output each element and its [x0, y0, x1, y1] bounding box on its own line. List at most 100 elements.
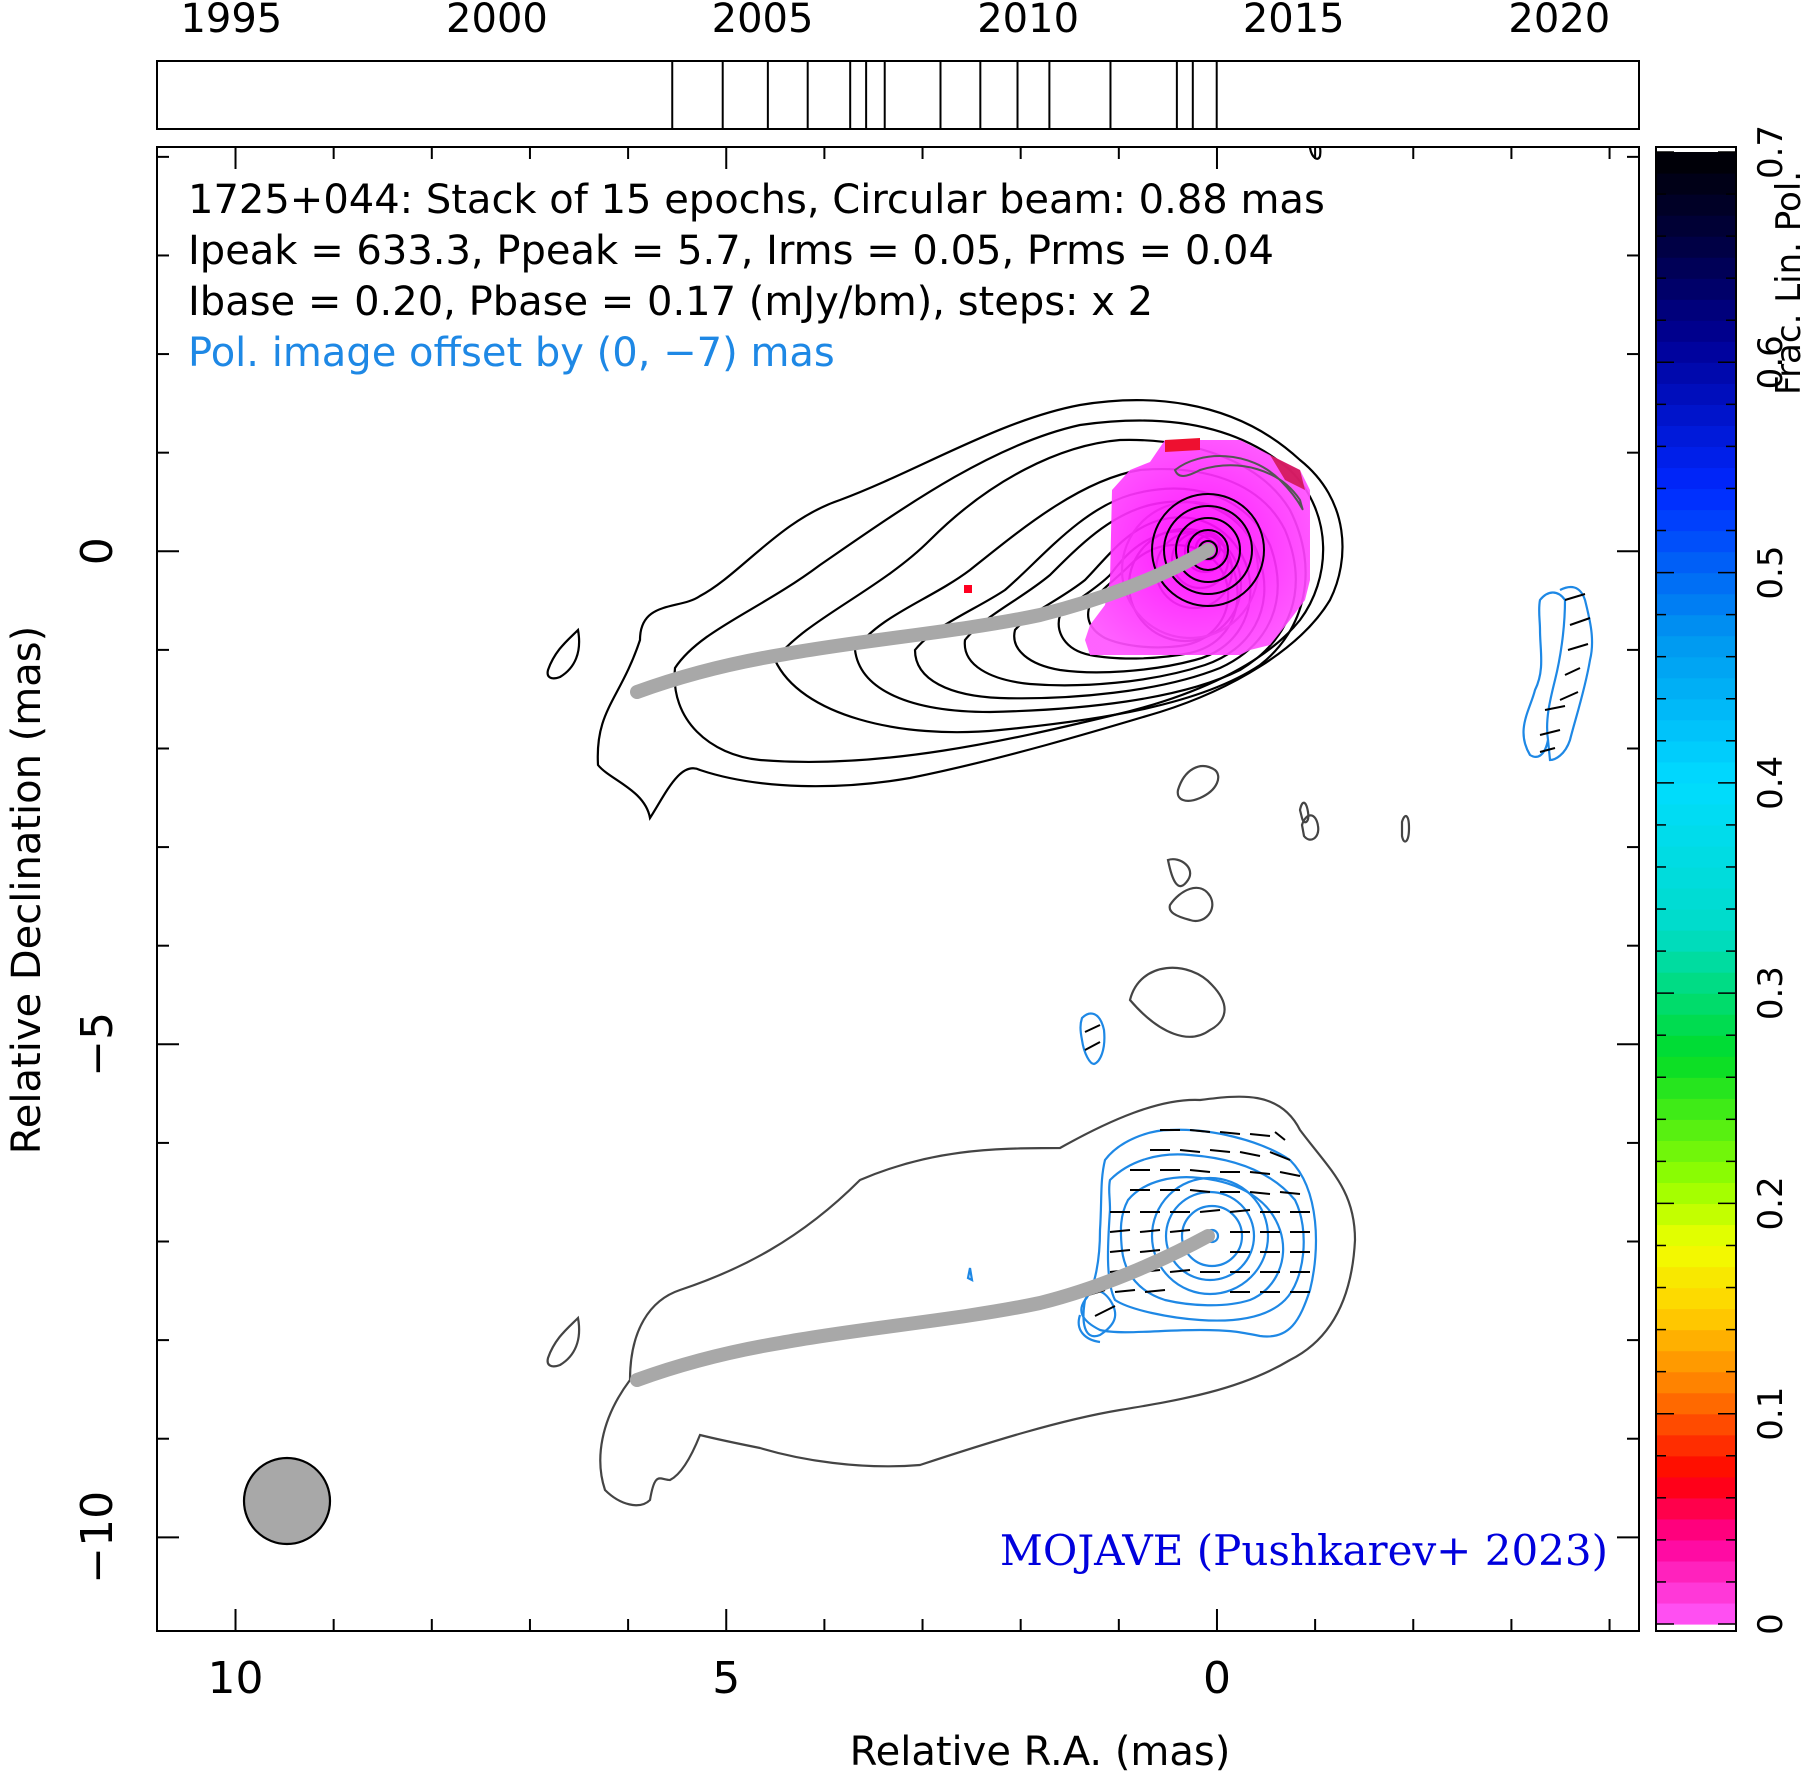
evpa-tick	[1239, 1151, 1261, 1157]
colorbar-strip	[1656, 257, 1736, 279]
colorbar-strip	[1656, 1203, 1736, 1226]
colorbar-tick-label: 0.1	[1751, 1387, 1791, 1441]
evpa-tick	[1209, 1149, 1231, 1153]
colorbar-strip	[1656, 404, 1736, 426]
colorbar-strip	[1656, 1518, 1736, 1541]
plot-frame	[156, 146, 1640, 1632]
colorbar-strip	[1656, 1077, 1736, 1099]
core-contours-overlay	[1151, 455, 1304, 607]
colorbar-strip	[1656, 1056, 1736, 1078]
epoch-tick-label: 2015	[1243, 0, 1345, 42]
colorbar-tick-label: 0.4	[1751, 756, 1791, 810]
pol-contour	[966, 1267, 974, 1282]
x-ticks: 10 5 0	[208, 147, 1611, 1704]
evpa-tick	[1189, 1189, 1211, 1193]
x-tick-label: 10	[208, 1653, 264, 1704]
intensity-contour	[1128, 966, 1226, 1038]
title-line-3: Ibase = 0.20, Pbase = 0.17 (mJy/bm), ste…	[188, 279, 1153, 325]
title-line-1: 1725+044: Stack of 15 epochs, Circular b…	[188, 177, 1325, 223]
colorbar-strip	[1656, 509, 1736, 532]
epoch-box	[156, 60, 1640, 130]
colorbar-strip	[1656, 1371, 1736, 1394]
colorbar-strip	[1656, 1014, 1736, 1036]
colorbar-strip	[1656, 1182, 1736, 1205]
intensity-contour	[1400, 814, 1411, 843]
epoch-lines	[671, 61, 1218, 129]
colorbar-tick-label: 0.5	[1751, 546, 1791, 600]
colorbar-gradient	[1656, 152, 1736, 1625]
colorbar-strip	[1656, 173, 1736, 195]
ridgeline-lower	[630, 1229, 1215, 1387]
x-tick-label: 0	[1203, 1653, 1231, 1704]
evpa-tick	[1169, 1229, 1191, 1233]
colorbar-strip	[1656, 341, 1736, 363]
fractional-pol-edge	[1165, 438, 1200, 452]
evpa-tick	[1279, 1171, 1301, 1177]
intensity-contour	[599, 1095, 1357, 1507]
evpa-tick	[1564, 667, 1581, 676]
colorbar-strip	[1656, 299, 1736, 321]
colorbar-strip	[1656, 1392, 1736, 1415]
colorbar-strip	[1656, 866, 1736, 889]
intensity-contour	[596, 399, 1344, 821]
evpa-tick	[1094, 1305, 1116, 1317]
colorbar-strip	[1656, 1266, 1736, 1289]
colorbar-strip	[1656, 236, 1736, 258]
colorbar-strip	[1656, 993, 1736, 1015]
colorbar-strip	[1656, 740, 1736, 763]
colorbar-strip	[1656, 425, 1736, 447]
colorbar-strip	[1656, 1140, 1736, 1162]
intensity-contour	[546, 1315, 581, 1368]
colorbar-strip	[1656, 1539, 1736, 1562]
pol-contour	[1150, 1176, 1270, 1296]
colorbar-tick-label: 0	[1751, 1613, 1791, 1635]
colorbar-strip	[1656, 635, 1736, 658]
pol-contour	[1079, 1012, 1106, 1066]
pol-contour	[1077, 1314, 1101, 1344]
y-tick-label: 0	[72, 537, 123, 565]
colorbar-strip	[1656, 1350, 1736, 1373]
colorbar-strip	[1656, 888, 1736, 910]
colorbar-strip	[1656, 761, 1736, 784]
colorbar-strip	[1656, 1560, 1736, 1583]
evpa-tick	[1564, 593, 1586, 601]
evpa-tick	[1139, 1249, 1161, 1253]
colorbar-strip	[1656, 194, 1736, 216]
colorbar-strip	[1656, 698, 1736, 721]
intensity-contour	[1187, 529, 1229, 571]
epoch-tick-label: 1995	[180, 0, 282, 42]
colorbar-strip	[1656, 320, 1736, 342]
evpa-tick	[1274, 1131, 1286, 1141]
colorbar-strip	[1656, 1476, 1736, 1499]
evpa-tick	[1249, 1133, 1271, 1137]
evpa-tick	[1114, 1289, 1136, 1293]
epoch-tick-label: 2000	[446, 0, 548, 42]
evpa-tick	[1269, 1151, 1291, 1161]
evpa-tick	[1539, 729, 1561, 736]
pol-contour	[1522, 591, 1567, 758]
fractional-pol-edge	[1270, 455, 1305, 490]
evpa-tick	[1199, 1209, 1221, 1213]
colorbar-strip	[1656, 972, 1736, 994]
colorbar-label: Frac. Lin. Pol.	[1769, 171, 1809, 395]
annotations: 1725+044: Stack of 15 epochs, Circular b…	[4, 177, 1608, 1775]
colorbar-strip	[1656, 656, 1736, 679]
polarization-intensity-contours	[546, 1095, 1357, 1507]
evpa-tick	[1084, 1041, 1101, 1051]
colorbar-strip	[1656, 1119, 1736, 1141]
evpa-tick	[1144, 1289, 1166, 1293]
pol-contour	[1546, 585, 1594, 762]
intensity-contour	[1308, 147, 1322, 160]
colorbar-tick-label: 0.7	[1751, 125, 1791, 179]
epoch-tick-labels: 1995 2000 2005 2010 2015 2020	[180, 0, 1610, 42]
y-axis-label: Relative Declination (mas)	[4, 626, 50, 1154]
evpa-tick	[1084, 1024, 1101, 1033]
colorbar-strip	[1656, 362, 1736, 384]
evpa-tick	[1229, 1209, 1251, 1213]
colorbar-tick-label: 0.3	[1751, 966, 1791, 1020]
evpa-tick	[1544, 705, 1566, 711]
colorbar-strip	[1656, 1497, 1736, 1520]
polarization-contours	[966, 585, 1594, 1344]
evpa-tick	[1559, 691, 1579, 701]
